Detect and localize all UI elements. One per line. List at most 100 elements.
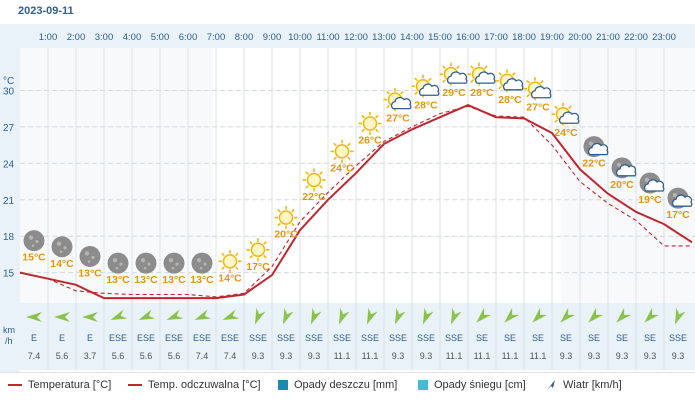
legend-snow-label: Opady śniegu [cm]	[434, 379, 526, 391]
temp-label: 28°C	[498, 94, 522, 106]
legend-wind: Wiatr [km/h]	[545, 379, 622, 391]
wind-speed: 9.3	[560, 351, 573, 361]
sun-cloud-icon	[383, 88, 412, 112]
wind-arrow-icon	[422, 307, 434, 325]
temp-label: 26°C	[358, 135, 382, 147]
hour-label: 11:00	[316, 32, 339, 43]
sun-cloud-icon	[467, 62, 496, 86]
temp-label: 20°C	[274, 229, 298, 241]
legend-temperature: Temperatura [°C]	[8, 379, 111, 391]
legend: Temperatura [°C] Temp. odczuwalna [°C] O…	[0, 372, 695, 399]
wind-speed: 3.7	[84, 351, 97, 361]
hour-label: 9:00	[263, 32, 282, 43]
y-tick-label: 15	[3, 269, 15, 280]
wind-speed: 11.1	[334, 351, 351, 361]
sun-icon	[274, 206, 298, 230]
moon-cloud-icon	[51, 236, 73, 258]
wind-arrow-icon	[394, 307, 406, 325]
y-tick-label: 24	[3, 159, 15, 170]
hour-label: 12:00	[344, 32, 368, 43]
legend-feels-like-label: Temp. odczuwalna [°C]	[148, 379, 261, 391]
sun-icon	[302, 168, 326, 192]
legend-rain: Opady deszczu [mm]	[278, 379, 397, 391]
temp-label: 19°C	[638, 194, 662, 206]
moon-cloud-icon	[611, 157, 637, 179]
sun-icon	[218, 249, 242, 273]
moon-cloud-icon	[191, 252, 213, 274]
wind-arrow-icon	[532, 307, 548, 323]
wind-speed: 5.6	[140, 351, 153, 361]
hour-label: 4:00	[123, 32, 142, 43]
wind-direction: SSE	[389, 333, 407, 343]
temp-label: 22°C	[582, 158, 606, 170]
temp-label: 17°C	[246, 261, 270, 273]
temp-label: 13°C	[106, 274, 130, 286]
hour-label: 5:00	[151, 32, 170, 43]
wind-speed: 9.3	[280, 351, 293, 361]
sun-cloud-icon	[411, 74, 440, 98]
moon-cloud-icon	[23, 230, 45, 252]
moon-cloud-icon	[135, 252, 157, 274]
y-tick-label: 18	[3, 232, 15, 243]
wind-direction: SE	[532, 333, 544, 343]
wind-arrow-icon	[26, 312, 42, 322]
legend-snow: Opady śniegu [cm]	[418, 379, 526, 391]
temp-label: 14°C	[218, 272, 242, 284]
moon-cloud-icon	[667, 187, 693, 209]
moon-cloud-icon	[107, 252, 129, 274]
hour-label: 15:00	[428, 32, 452, 43]
wind-direction: ESE	[109, 333, 127, 343]
wind-direction: SSE	[249, 333, 267, 343]
hour-label: 3:00	[95, 32, 114, 43]
wind-direction: SE	[476, 333, 488, 343]
temp-label: 22°C	[302, 191, 326, 203]
sun-cloud-icon	[551, 102, 580, 126]
temp-label: 14°C	[50, 258, 74, 270]
wind-arrow-icon	[166, 309, 184, 321]
hour-label: 6:00	[179, 32, 198, 43]
wind-speed: 9.3	[252, 351, 265, 361]
wind-direction: ESE	[137, 333, 155, 343]
hour-label: 23:00	[652, 32, 676, 43]
hour-label: 1:00	[39, 32, 58, 43]
wind-direction: SE	[644, 333, 656, 343]
temp-label: 15°C	[22, 252, 46, 264]
temp-label: 20°C	[610, 179, 634, 191]
sun-cloud-icon	[523, 77, 552, 101]
hourly-weather-chart: 1:00 2:00 3:00 4:00 5:00 6:00 7:00 8:00 9:00 10:0…	[0, 24, 695, 372]
wind-direction: E	[31, 333, 37, 343]
feels-like-line	[19, 105, 692, 298]
wind-speed: 11.1	[362, 351, 379, 361]
wind-arrow-icon	[338, 307, 350, 325]
wind-arrow-icon	[110, 309, 128, 321]
left-axis-band	[0, 24, 20, 372]
temp-label: 24°C	[554, 127, 578, 139]
wind-arrow-icon	[450, 307, 462, 325]
wind-arrow-icon	[366, 307, 378, 325]
wind-arrow-icon	[82, 312, 98, 322]
wind-arrow-icon	[54, 312, 70, 322]
wind-speed: 9.3	[616, 351, 629, 361]
wind-direction: SSE	[333, 333, 351, 343]
legend-feels-like: Temp. odczuwalna [°C]	[128, 379, 261, 391]
wind-direction: SSE	[305, 333, 323, 343]
forecast-date: 2023-09-11	[18, 5, 74, 17]
temp-label: 28°C	[414, 99, 438, 111]
wind-direction: SE	[588, 333, 600, 343]
sun-icon	[358, 112, 382, 135]
wind-direction: E	[87, 333, 93, 343]
wind-direction: SE	[504, 333, 516, 343]
wind-arrow-icon	[674, 307, 686, 325]
wind-arrow-icon	[222, 309, 240, 321]
y-tick-label: 30	[3, 87, 15, 98]
moon-cloud-icon	[79, 245, 101, 267]
moon-cloud-icon	[163, 252, 185, 274]
y-tick-label: 27	[3, 123, 15, 134]
temp-label: 27°C	[526, 102, 550, 114]
temp-label: 13°C	[78, 267, 102, 279]
hour-label: 2:00	[67, 32, 86, 43]
temp-label: 13°C	[162, 274, 186, 286]
temp-label: 24°C	[330, 162, 354, 174]
hour-label: 13:00	[372, 32, 396, 43]
wind-speed: 9.3	[308, 351, 321, 361]
